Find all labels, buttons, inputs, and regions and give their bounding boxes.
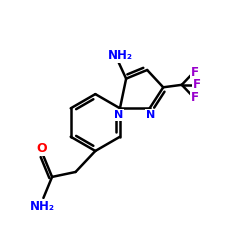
Text: F: F xyxy=(191,66,199,79)
Text: NH₂: NH₂ xyxy=(108,49,133,62)
Text: F: F xyxy=(193,78,201,91)
Text: N: N xyxy=(146,110,156,120)
Text: F: F xyxy=(191,91,199,104)
Text: N: N xyxy=(114,110,123,120)
Text: O: O xyxy=(37,142,48,155)
Text: NH₂: NH₂ xyxy=(30,200,55,213)
